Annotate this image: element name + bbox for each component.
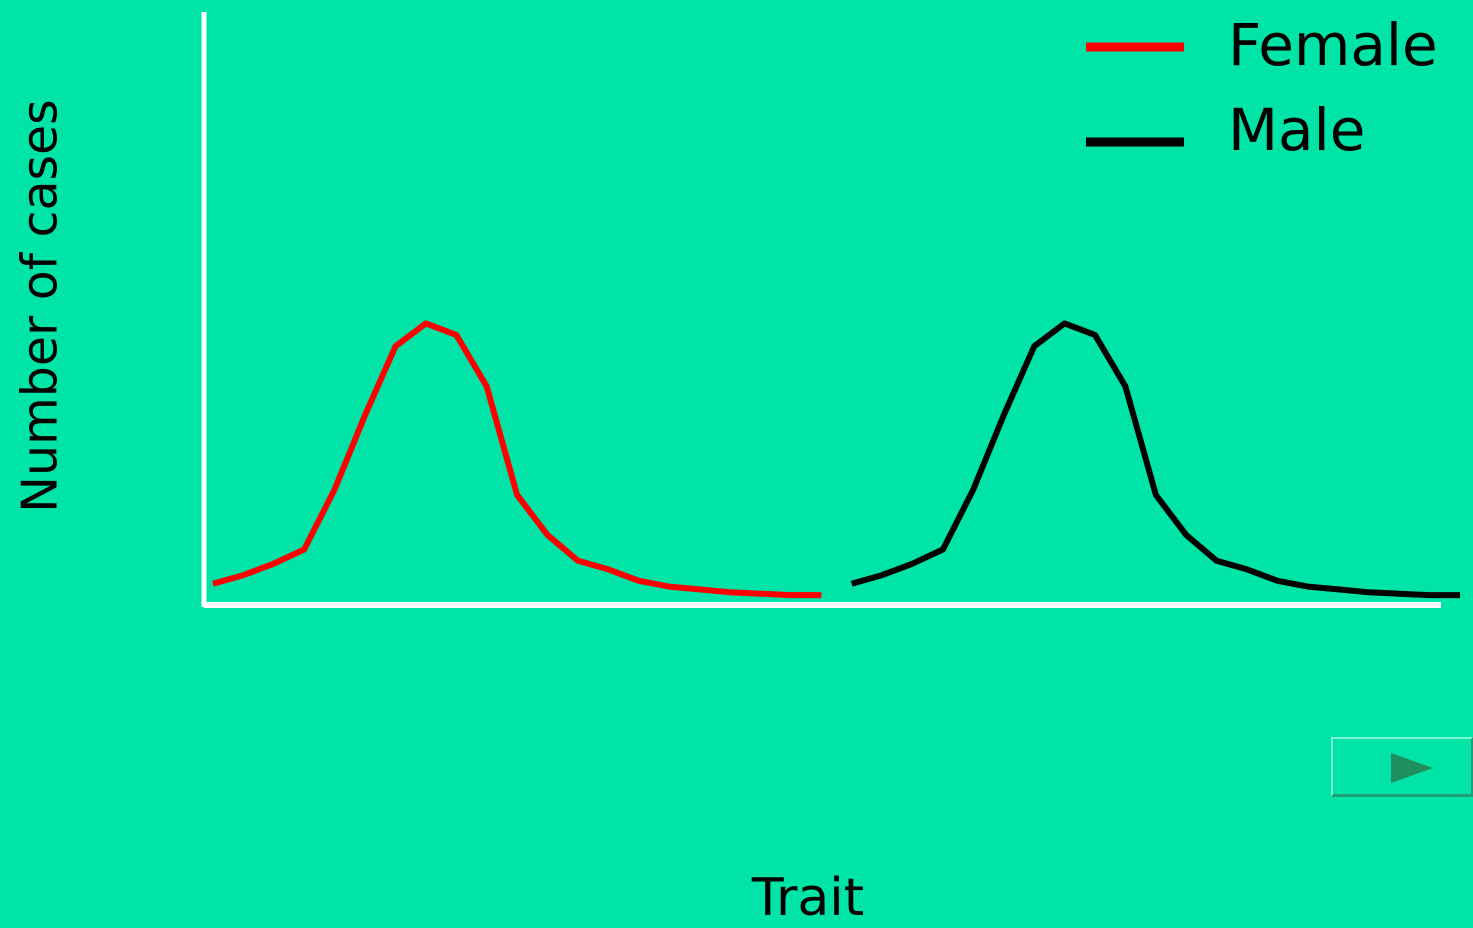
legend-lines xyxy=(1086,42,1184,147)
chart-axes xyxy=(201,12,1441,608)
y-axis-label: Number of cases xyxy=(11,99,69,513)
x-axis-label: Trait xyxy=(751,868,865,928)
legend-label-female: Female xyxy=(1228,11,1438,79)
legend-label-male: Male xyxy=(1228,96,1366,164)
series-line-female xyxy=(212,320,822,599)
play-triangle-icon xyxy=(1391,753,1433,783)
series-line-male xyxy=(850,320,1460,599)
series-layer xyxy=(212,320,1460,599)
next-slide-button[interactable] xyxy=(1331,737,1473,797)
